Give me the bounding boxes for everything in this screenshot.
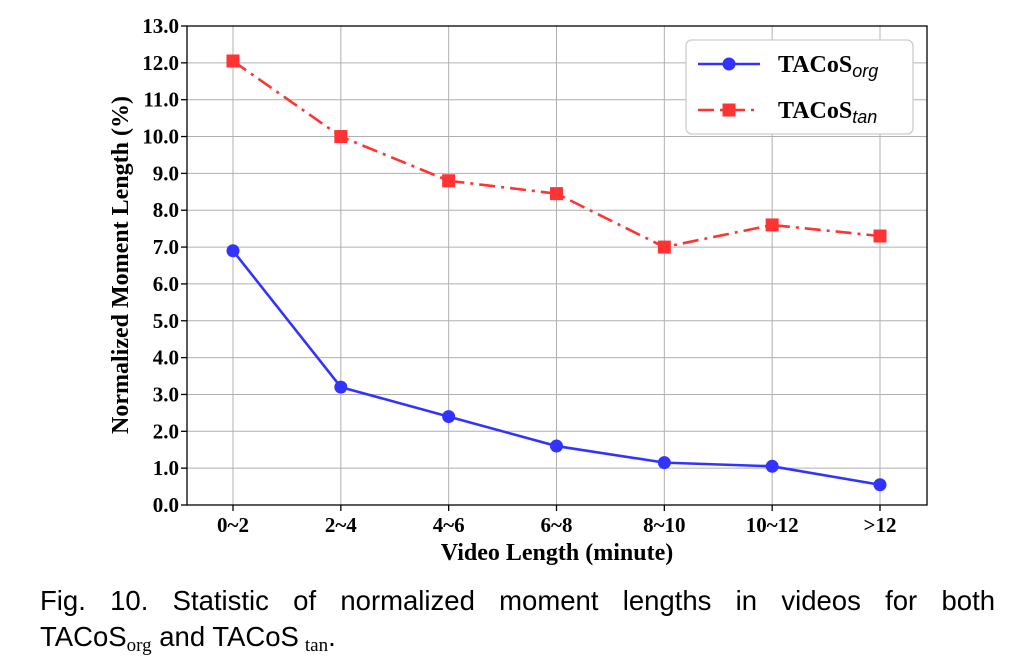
line-chart: 0.0 1.0 2.0 3.0 4.0 5.0 6.0 7.0 8.0 9.0 10.0 11.0 12… (108, 14, 928, 566)
y-tick-label: 1.0 (153, 456, 179, 480)
data-point (442, 174, 456, 188)
data-point (765, 459, 779, 473)
data-point (226, 54, 240, 68)
legend-label: TACoSorg (778, 52, 878, 81)
data-point (657, 240, 671, 254)
data-point (873, 229, 887, 243)
x-tick-label: 6~8 (541, 513, 573, 537)
y-tick-label: 0.0 (153, 493, 179, 517)
y-tick-label: 6.0 (153, 272, 179, 296)
x-tick-label: >12 (864, 513, 897, 537)
series-tan (226, 54, 887, 254)
figure-caption-line2: TACoSorg and TACoS tan. (40, 619, 336, 664)
caption-and-tacos: and TACoS (151, 621, 299, 652)
y-tick-label: 11.0 (143, 88, 179, 112)
y-tick-label: 2.0 (153, 419, 179, 443)
x-tick-label: 10~12 (746, 513, 799, 537)
data-point (334, 380, 348, 394)
legend-item-org: TACoSorg (698, 52, 878, 81)
caption-period: . (328, 621, 336, 652)
y-tick-label: 5.0 (153, 309, 179, 333)
data-point (657, 456, 671, 470)
y-tick-label: 7.0 (153, 235, 179, 259)
series-layer (226, 54, 887, 492)
data-point (765, 218, 779, 232)
y-tick-label: 8.0 (153, 198, 179, 222)
data-point (334, 130, 348, 144)
data-point (226, 244, 240, 258)
data-point (550, 439, 563, 453)
y-tick-label: 12.0 (142, 51, 179, 75)
figure-caption: Fig. 10. Statistic of normalized moment … (40, 585, 995, 616)
data-point (873, 478, 887, 492)
legend-marker (722, 57, 736, 71)
caption-tacos-1: TACoS (40, 621, 127, 652)
series-org (226, 244, 887, 492)
x-axis-title: Video Length (minute) (441, 540, 673, 566)
x-tick-label: 0~2 (217, 513, 249, 537)
x-tick-label: 8~10 (643, 513, 685, 537)
legend-marker (722, 103, 736, 117)
x-tick-label: 4~6 (433, 513, 465, 537)
x-tick-label: 2~4 (325, 513, 357, 537)
y-tick-label: 10.0 (142, 125, 179, 149)
legend-label: TACoStan (778, 98, 877, 127)
y-axis-title: Normalized Moment Length (%) (108, 96, 134, 434)
data-point (550, 187, 563, 201)
y-tick-label: 4.0 (153, 346, 179, 370)
x-tick-labels: 0~2 2~4 4~6 6~8 8~10 10~12 >12 (217, 505, 896, 537)
y-tick-labels: 0.0 1.0 2.0 3.0 4.0 5.0 6.0 7.0 8.0 9.0 10.0 11.0 12… (142, 14, 187, 517)
y-tick-label: 3.0 (153, 382, 179, 406)
legend: TACoSorg TACoStan (685, 39, 914, 135)
data-point (442, 410, 456, 424)
y-tick-label: 9.0 (153, 161, 179, 185)
legend-item-tan: TACoStan (698, 98, 877, 127)
caption-sub-tan: tan (304, 635, 329, 656)
caption-sub-org: org (126, 635, 152, 656)
y-tick-label: 13.0 (142, 14, 179, 38)
